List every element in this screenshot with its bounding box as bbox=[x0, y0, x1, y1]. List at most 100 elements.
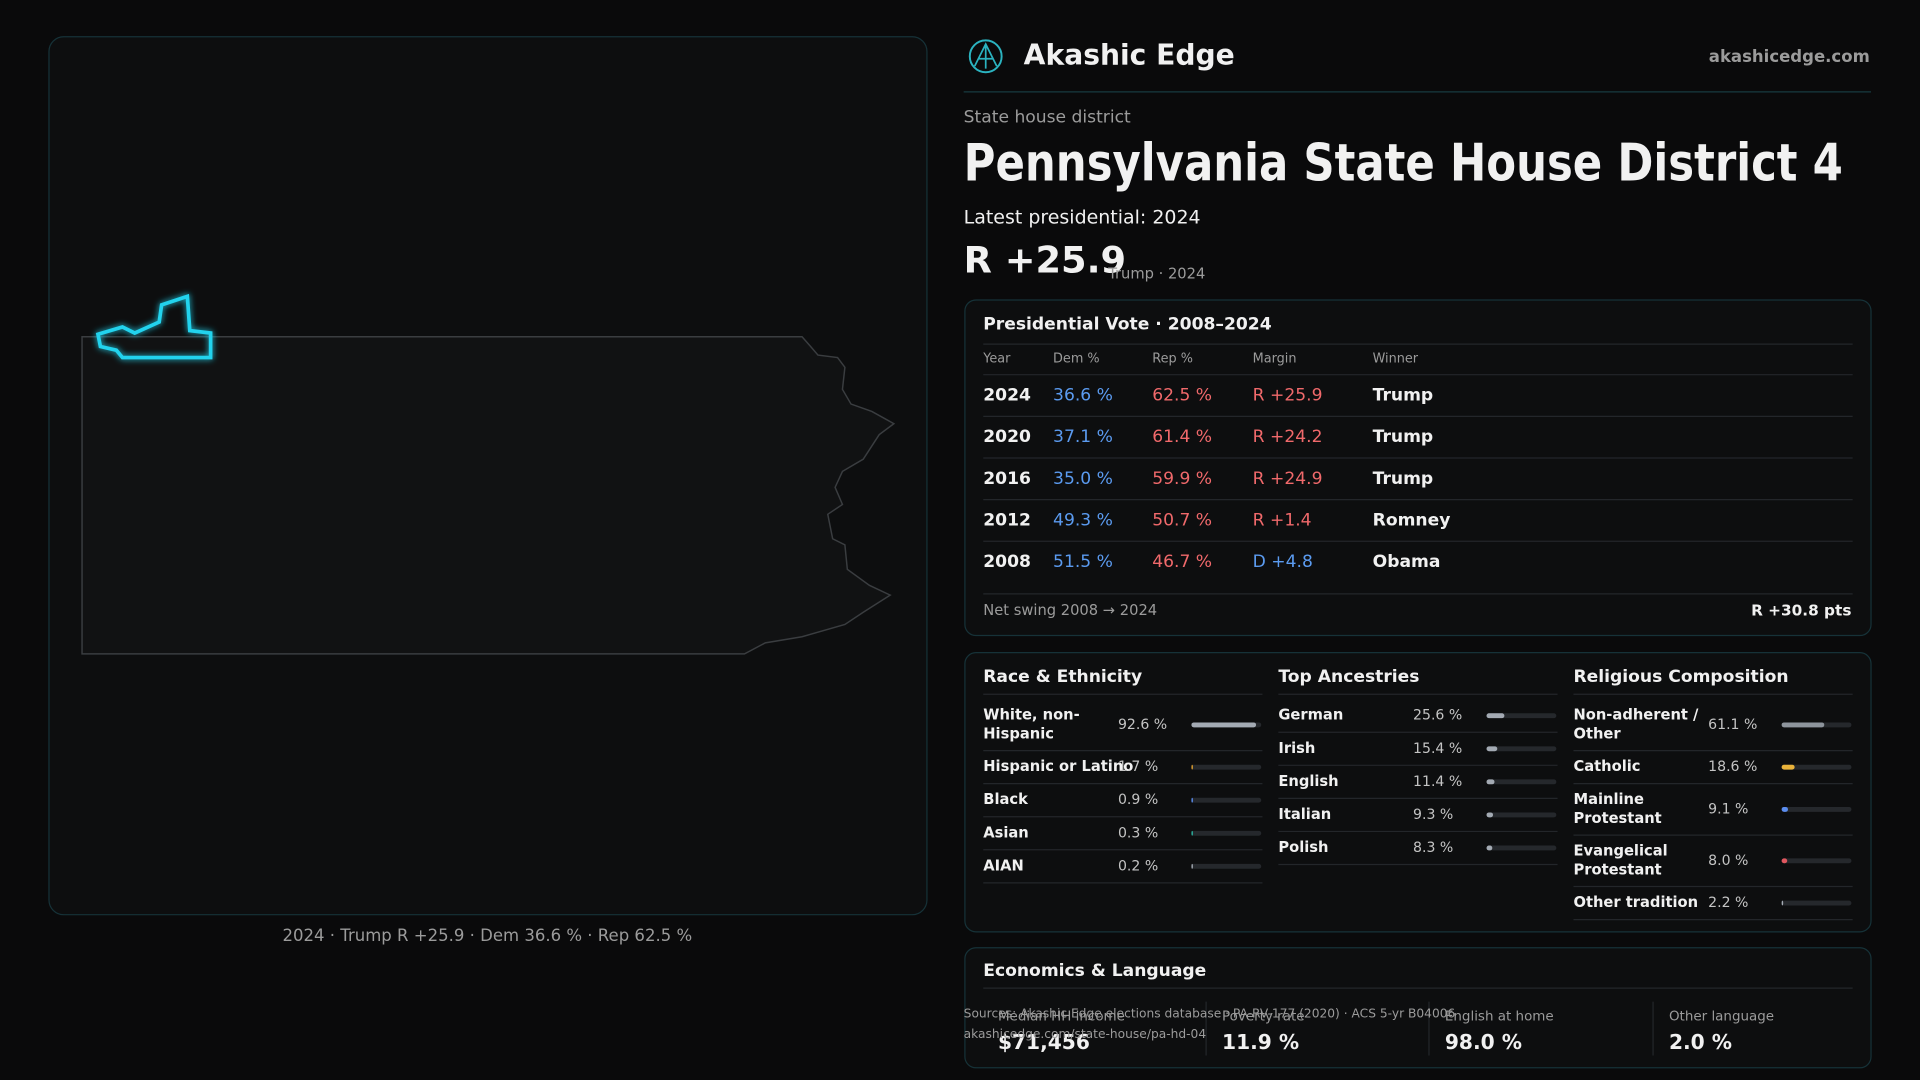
row-label: English bbox=[1278, 773, 1338, 790]
margin: R +24.9 bbox=[1253, 469, 1323, 489]
column-header: Dem % bbox=[1053, 351, 1100, 366]
swing-value: R +30.8 pts bbox=[1751, 602, 1851, 620]
source-note: Sources: Akashic Edge elections database… bbox=[964, 1006, 1456, 1020]
bar bbox=[1781, 722, 1825, 728]
rep-share: 50.7 % bbox=[1152, 510, 1212, 530]
swing-label: Net swing 2008 → 2024 bbox=[983, 602, 1157, 619]
bar-track bbox=[1191, 797, 1262, 803]
site-link[interactable]: akashicedge.com bbox=[1709, 47, 1870, 66]
bar-track bbox=[1781, 764, 1852, 770]
bar bbox=[1781, 858, 1788, 864]
row-value: 1.7 % bbox=[1118, 759, 1158, 775]
row-label: Evangelical bbox=[1573, 842, 1667, 859]
margin: R +25.9 bbox=[1253, 386, 1323, 406]
year: 2024 bbox=[983, 386, 1031, 406]
winner-note: Trump · 2024 bbox=[1107, 265, 1205, 282]
margin: R +24.2 bbox=[1253, 427, 1323, 447]
column-header: Winner bbox=[1373, 351, 1419, 366]
row-label: Protestant bbox=[1573, 861, 1661, 878]
bar bbox=[1781, 764, 1795, 770]
row-value: 15.4 % bbox=[1413, 741, 1462, 757]
metric-label: Median HH income bbox=[998, 1009, 1125, 1024]
vote-panel bbox=[964, 299, 1872, 637]
row-label: Other tradition bbox=[1573, 894, 1698, 911]
winner: Romney bbox=[1373, 510, 1451, 530]
row-label: Catholic bbox=[1573, 758, 1640, 775]
row-label: Hispanic or Latino bbox=[983, 758, 1133, 775]
rep-share: 59.9 % bbox=[1152, 469, 1212, 489]
row-label: Polish bbox=[1278, 839, 1328, 856]
bar-track bbox=[1191, 830, 1262, 836]
row-value: 92.6 % bbox=[1118, 717, 1167, 733]
row-value: 61.1 % bbox=[1708, 717, 1757, 733]
bar bbox=[1191, 863, 1193, 869]
row-value: 2.2 % bbox=[1708, 895, 1748, 911]
panel-title: Economics & Language bbox=[983, 961, 1206, 981]
section-title: Race & Ethnicity bbox=[983, 667, 1142, 687]
row-label: AIAN bbox=[983, 857, 1024, 874]
bar-track bbox=[1781, 858, 1852, 864]
economics: Median HH income $71,456 Poverty rate 11.9 … bbox=[998, 1001, 1774, 1056]
metric-value: 2.0 % bbox=[1669, 1030, 1732, 1054]
row-label: Hispanic bbox=[983, 725, 1054, 742]
bar bbox=[1781, 900, 1784, 906]
row-value: 0.2 % bbox=[1118, 858, 1158, 874]
dem-share: 49.3 % bbox=[1053, 510, 1113, 530]
row-value: 9.3 % bbox=[1413, 807, 1453, 823]
source-link[interactable]: akashicedge.com/state-house/pa-hd-04 bbox=[964, 1027, 1207, 1041]
row-label: Non-adherent / bbox=[1573, 706, 1699, 723]
bar-track bbox=[1486, 845, 1557, 851]
row-label: Asian bbox=[983, 824, 1029, 841]
column-header: Rep % bbox=[1152, 351, 1193, 366]
year: 2008 bbox=[983, 552, 1031, 572]
row-value: 8.3 % bbox=[1413, 840, 1453, 856]
row-value: 0.9 % bbox=[1118, 792, 1158, 808]
logo bbox=[968, 39, 1003, 74]
section-title: Religious Composition bbox=[1573, 667, 1788, 687]
bar-track bbox=[1191, 863, 1262, 869]
panel-title: Presidential Vote · 2008–2024 bbox=[983, 314, 1271, 334]
metric-label: Other language bbox=[1669, 1009, 1774, 1024]
year: 2012 bbox=[983, 510, 1031, 530]
economics-panel bbox=[964, 947, 1872, 1069]
row-value: 8.0 % bbox=[1708, 853, 1748, 869]
bar bbox=[1781, 806, 1788, 812]
district-outline[interactable] bbox=[95, 293, 213, 360]
logo-glyph bbox=[973, 42, 998, 69]
bar bbox=[1191, 830, 1193, 836]
map-caption: 2024 · Trump R +25.9 · Dem 36.6 % · Rep … bbox=[283, 926, 693, 945]
bar bbox=[1486, 812, 1494, 818]
bar bbox=[1191, 722, 1257, 728]
metric-value: $71,456 bbox=[998, 1030, 1090, 1054]
row-label: White, non- bbox=[983, 706, 1079, 723]
row-label: Mainline bbox=[1573, 791, 1644, 808]
brand: Akashic Edge bbox=[1024, 38, 1235, 71]
bar-track bbox=[1486, 746, 1557, 752]
row-label: Other bbox=[1573, 725, 1621, 742]
demographics: Race & Ethnicity White, non- Hispanic 92.6 … bbox=[983, 667, 1853, 921]
rep-share: 62.5 % bbox=[1152, 386, 1212, 406]
dem-share: 36.6 % bbox=[1053, 386, 1113, 406]
column-header: Year bbox=[982, 351, 1011, 366]
metric-label: English at home bbox=[1445, 1009, 1554, 1024]
row-label: German bbox=[1278, 707, 1343, 724]
headline-margin: R +25.9 bbox=[964, 239, 1126, 282]
dem-share: 51.5 % bbox=[1053, 552, 1113, 572]
logo-ring bbox=[968, 39, 1003, 74]
bar bbox=[1486, 845, 1493, 851]
bar bbox=[1486, 713, 1505, 719]
district-title: Pennsylvania State House District 4 bbox=[964, 134, 1843, 194]
district-kind: State house district bbox=[964, 108, 1131, 128]
winner: Trump bbox=[1373, 469, 1434, 489]
row-value: 9.1 % bbox=[1708, 801, 1748, 817]
row-label: Protestant bbox=[1573, 810, 1661, 827]
bar bbox=[1486, 746, 1498, 752]
metric-value: 98.0 % bbox=[1445, 1030, 1522, 1054]
bar-track bbox=[1781, 900, 1852, 906]
year: 2016 bbox=[983, 469, 1031, 489]
bar bbox=[1191, 764, 1193, 770]
section-title: Top Ancestries bbox=[1278, 667, 1419, 687]
bar-track bbox=[1486, 779, 1557, 785]
